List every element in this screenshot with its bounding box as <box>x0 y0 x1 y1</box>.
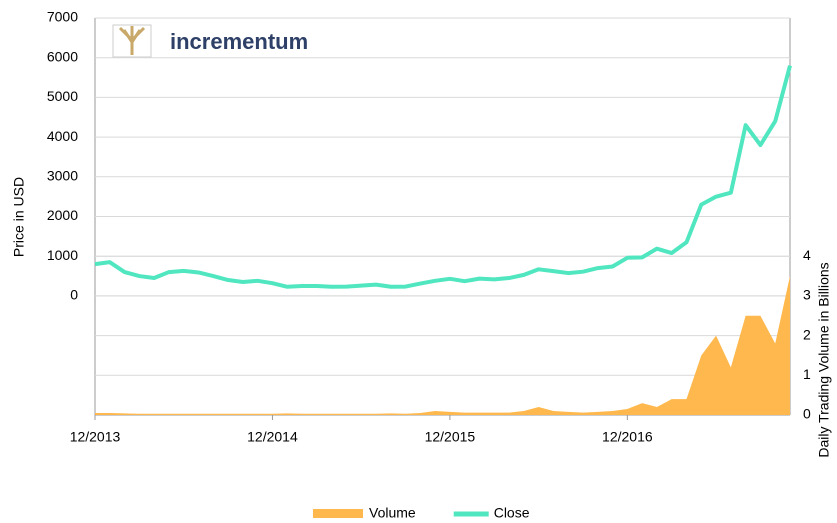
y2-tick-label: 3 <box>803 287 811 303</box>
x-tick-label: 12/2013 <box>70 429 121 445</box>
x-tick-label: 12/2014 <box>247 429 298 445</box>
y-tick-label: 6000 <box>47 48 78 64</box>
y-tick-label: 2000 <box>47 207 78 223</box>
y-tick-label: 4000 <box>47 128 78 144</box>
y2-tick-label: 4 <box>803 247 811 263</box>
logo-text: incrementum <box>170 29 308 54</box>
close-line <box>94 65 792 289</box>
y-axis-label: Price in USD <box>11 177 27 257</box>
legend-swatch <box>313 509 363 518</box>
y-tick-label: 0 <box>70 287 78 303</box>
y2-tick-label: 1 <box>803 366 811 382</box>
y2-tick-label: 2 <box>803 326 811 342</box>
x-tick-label: 12/2016 <box>602 429 653 445</box>
y-tick-label: 1000 <box>47 247 78 263</box>
legend-label: Close <box>494 505 530 521</box>
y2-tick-label: 0 <box>803 406 811 422</box>
logo-icon <box>112 24 152 58</box>
volume-area <box>95 276 790 415</box>
y-tick-label: 5000 <box>47 88 78 104</box>
y-tick-label: 7000 <box>47 9 78 25</box>
x-tick-label: 12/2015 <box>425 429 476 445</box>
y-tick-label: 3000 <box>47 168 78 184</box>
legend-label: Volume <box>369 505 416 521</box>
y2-axis-label: Daily Trading Volume in Billions <box>816 262 832 457</box>
